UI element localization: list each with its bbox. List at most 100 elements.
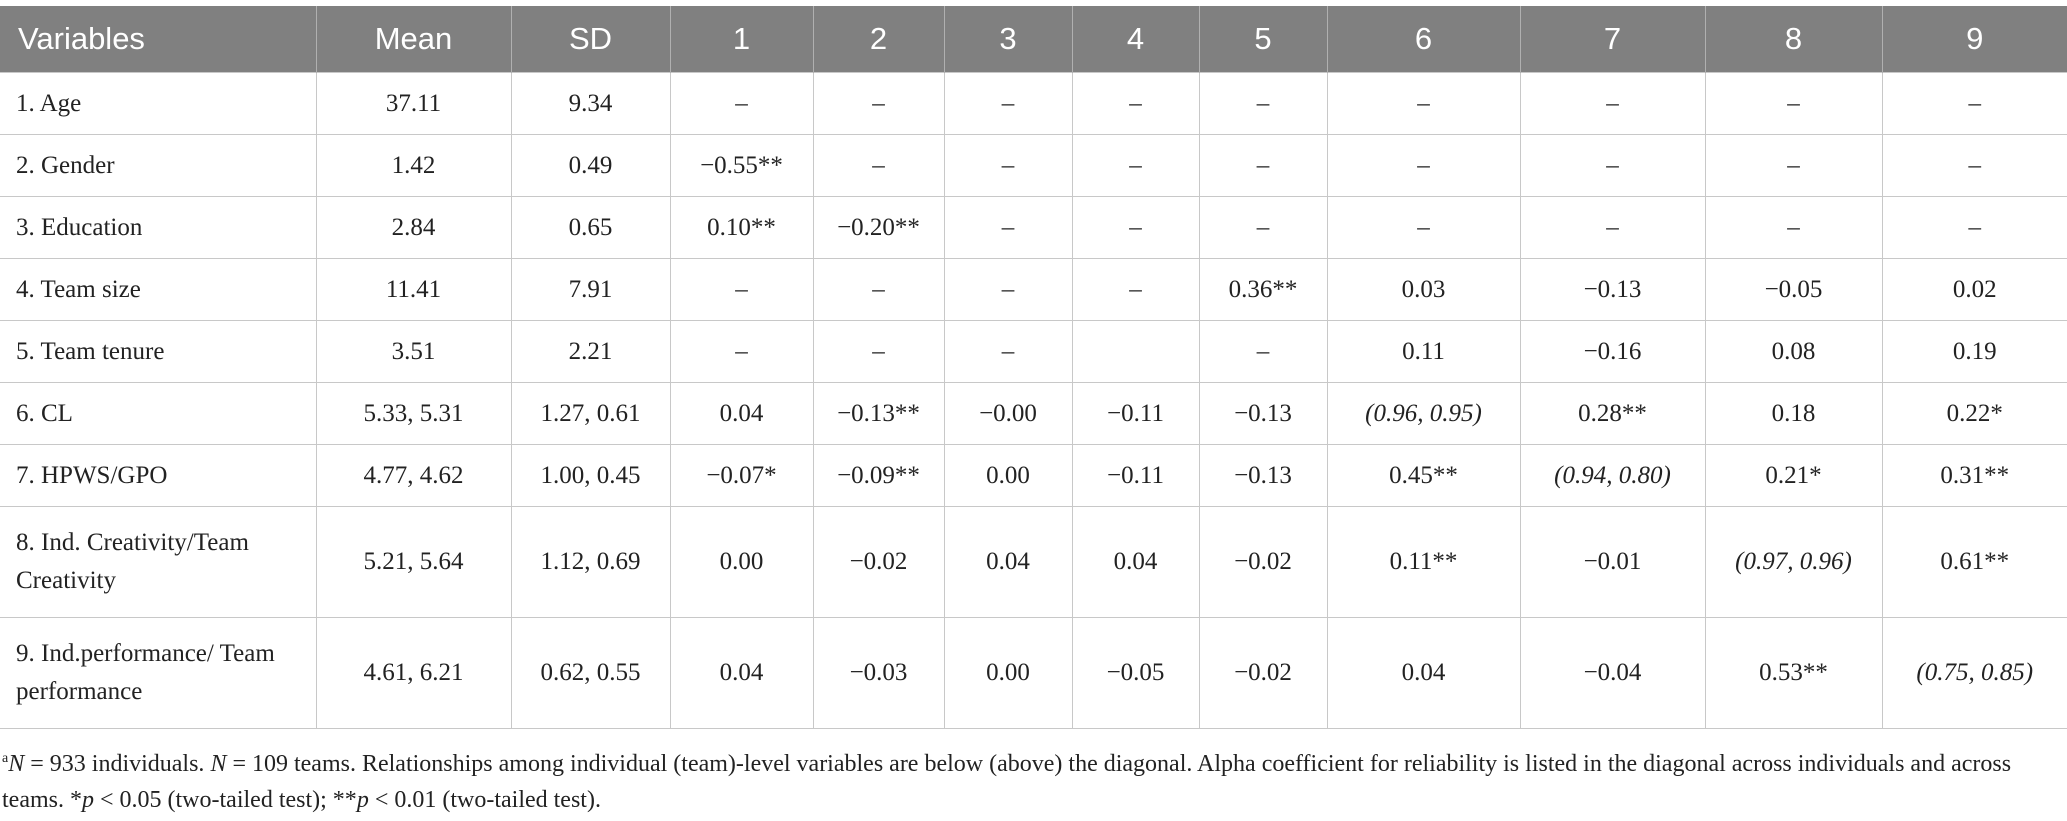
header-cell: SD	[510, 6, 670, 73]
table-cell: −0.13	[1198, 382, 1328, 445]
table-cell: 0.18	[1704, 382, 1883, 445]
header-cell: Mean	[315, 6, 511, 73]
table-cell: 0.04	[669, 617, 814, 729]
table-cell: −0.02	[812, 506, 945, 618]
table-cell: –	[1881, 72, 2067, 135]
table-cell: –	[812, 134, 945, 197]
table-cell: 0.04	[669, 382, 814, 445]
table-cell: –	[669, 72, 814, 135]
table-cell: (0.96, 0.95)	[1326, 382, 1521, 445]
footnote-text: < 0.01 (two-tailed test).	[368, 787, 601, 813]
table-cell: −0.11	[1071, 444, 1200, 507]
table-row: 7. HPWS/GPO 4.77, 4.62 1.00, 0.45 −0.07* −0.…	[0, 444, 2067, 507]
footnote-symbol: p	[356, 787, 369, 813]
footnote-text: = 933 individuals.	[24, 751, 211, 777]
table-cell: 9.34	[510, 72, 671, 135]
table-cell: −0.09**	[812, 444, 945, 507]
table-cell: 2.21	[510, 320, 671, 383]
table-cell: 0.28**	[1519, 382, 1706, 445]
table-cell: 37.11	[315, 72, 512, 135]
table-cell: 0.53**	[1704, 617, 1883, 729]
row-label: 9. Ind.performance/ Team performance	[0, 617, 317, 729]
page: Variables Mean SD 1 2 3 4 5 6 7 8 9 1. Age 37.11 9.34…	[0, 6, 2067, 821]
table-cell: –	[1519, 72, 1706, 135]
row-label: 1. Age	[0, 72, 317, 135]
table-cell: –	[812, 72, 945, 135]
table-cell: 0.65	[510, 196, 671, 259]
table-cell: 0.11	[1326, 320, 1521, 383]
table-cell: –	[669, 258, 814, 321]
table-cell: 0.04	[1071, 506, 1200, 618]
table-cell: –	[1071, 196, 1200, 259]
table-cell: 0.62, 0.55	[510, 617, 671, 729]
header-cell: 8	[1704, 6, 1882, 73]
table-cell: 0.02	[1881, 258, 2067, 321]
table-cell: 7.91	[510, 258, 671, 321]
table-cell: 4.61, 6.21	[315, 617, 512, 729]
table-cell: –	[1881, 196, 2067, 259]
table-cell: –	[1071, 72, 1200, 135]
table-cell: –	[1326, 72, 1521, 135]
table-cell: −0.13	[1519, 258, 1706, 321]
table-cell: −0.16	[1519, 320, 1706, 383]
footnote-marker: a	[2, 751, 9, 766]
table-cell: 0.31**	[1881, 444, 2067, 507]
table-cell: 0.00	[943, 617, 1073, 729]
table-cell: 5.33, 5.31	[315, 382, 512, 445]
table-cell: −0.03	[812, 617, 945, 729]
table-cell: 0.00	[943, 444, 1073, 507]
table-row: 4. Team size 11.41 7.91– – – –0.36** 0.03 −0.13…	[0, 258, 2067, 321]
table-cell: –	[812, 320, 945, 383]
table-cell	[1071, 320, 1200, 383]
correlation-table: Variables Mean SD 1 2 3 4 5 6 7 8 9 1. Age 37.11 9.34…	[0, 6, 2067, 729]
table-cell: 0.22*	[1881, 382, 2067, 445]
table-cell: (0.75, 0.85)	[1881, 617, 2067, 729]
table-cell: −0.04	[1519, 617, 1706, 729]
table-cell: 0.03	[1326, 258, 1521, 321]
table-cell: 0.04	[943, 506, 1073, 618]
table-cell: −0.07*	[669, 444, 814, 507]
header-cell: 1	[669, 6, 813, 73]
table-cell: –	[943, 320, 1073, 383]
table-cell: –	[943, 196, 1073, 259]
table-cell: –	[1198, 134, 1328, 197]
table-cell: –	[1326, 196, 1521, 259]
table-cell: 3.51	[315, 320, 512, 383]
row-label: 3. Education	[0, 196, 317, 259]
table-cell: 2.84	[315, 196, 512, 259]
header-cell: 4	[1071, 6, 1199, 73]
footnote-symbol: p	[81, 787, 94, 813]
table-cell: –	[812, 258, 945, 321]
table-cell: –	[1704, 134, 1883, 197]
table-row: 6. CL 5.33, 5.31 1.27, 0.61 0.04 −0.13** −0.0…	[0, 382, 2067, 445]
table-cell: –	[1071, 258, 1200, 321]
table-cell: −0.05	[1071, 617, 1200, 729]
row-label: 6. CL	[0, 382, 317, 445]
table-cell: –	[669, 320, 814, 383]
table-cell: −0.55**	[669, 134, 814, 197]
header-cell: 7	[1519, 6, 1705, 73]
table-cell: –	[1198, 72, 1328, 135]
table-cell: 0.19	[1881, 320, 2067, 383]
table-cell: (0.97, 0.96)	[1704, 506, 1883, 618]
table-cell: −0.11	[1071, 382, 1200, 445]
table-cell: –	[1704, 72, 1883, 135]
table-cell: 1.42	[315, 134, 512, 197]
table-cell: 0.45**	[1326, 444, 1521, 507]
footnote-text: < 0.05 (two-tailed test); **	[93, 787, 357, 813]
row-label: 4. Team size	[0, 258, 317, 321]
table-cell: 0.00	[669, 506, 814, 618]
table-cell: 1.12, 0.69	[510, 506, 671, 618]
footnote-symbol: N	[8, 751, 25, 777]
table-cell: 0.04	[1326, 617, 1521, 729]
header-cell: 3	[943, 6, 1072, 73]
table-cell: 0.11**	[1326, 506, 1521, 618]
table-row: 3. Education 2.84 0.65 0.10** −0.20** – – – – – – –	[0, 196, 2067, 259]
row-label: 8. Ind. Creativity/Team Creativity	[0, 506, 317, 618]
table-cell: 0.36**	[1198, 258, 1328, 321]
table-cell: –	[943, 134, 1073, 197]
header-cell: 9	[1881, 6, 2067, 73]
table-cell: −0.20**	[812, 196, 945, 259]
table-cell: –	[1326, 134, 1521, 197]
footnote-symbol: N	[210, 751, 227, 777]
